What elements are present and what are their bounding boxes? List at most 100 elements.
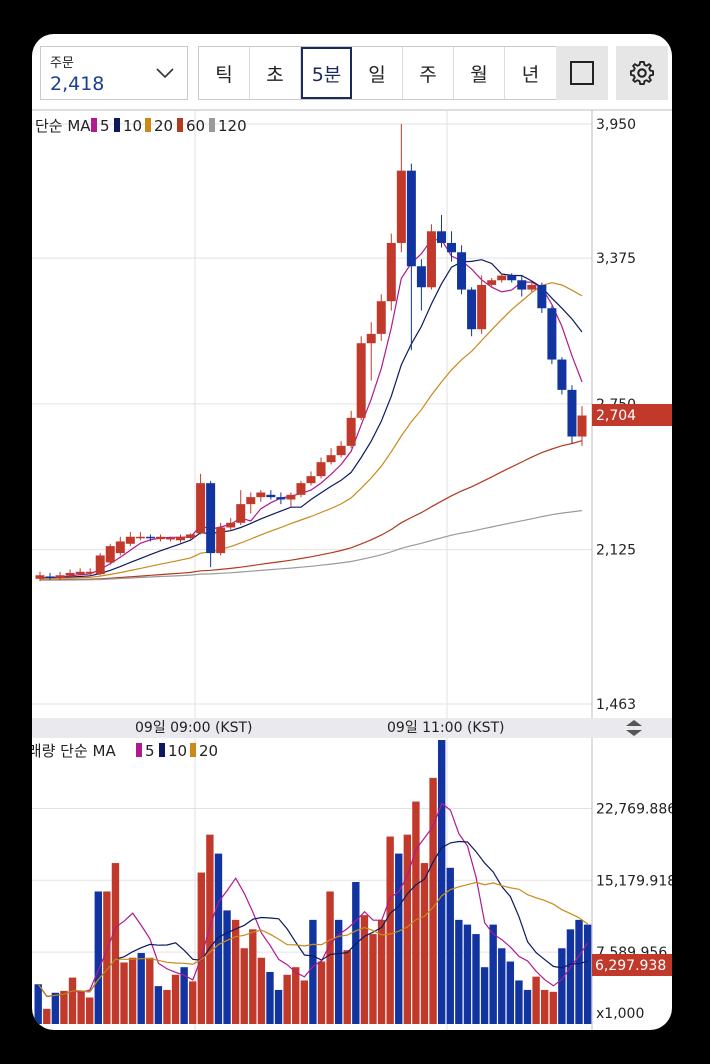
volume-tick-label: 22,769.886 [596, 801, 672, 817]
volume-bar [34, 984, 42, 1024]
vol-ma10-swatch [159, 743, 165, 757]
volume-bar [51, 992, 60, 1024]
tab-year[interactable]: 년 [521, 63, 540, 86]
candle-body [447, 242, 457, 253]
volume-bar [274, 989, 283, 1024]
candle-body [577, 415, 587, 437]
candle-body [406, 170, 416, 267]
square-button[interactable] [556, 46, 608, 100]
candle-body [135, 536, 145, 539]
volume-bar [412, 801, 420, 1024]
resize-handle-icon[interactable] [626, 720, 642, 736]
candle-body [557, 359, 567, 390]
volume-bar [128, 957, 137, 1024]
candle-body [115, 541, 125, 554]
candle-body [145, 536, 155, 539]
candle-body [517, 280, 527, 290]
tab-second[interactable]: 초 [250, 47, 301, 99]
volume-bar [463, 924, 472, 1024]
candle-body [487, 280, 497, 285]
volume-bar [171, 974, 180, 1024]
square-icon [570, 61, 594, 85]
volume-bar [249, 929, 257, 1024]
volume-bar [540, 989, 549, 1024]
price-ma10-line [39, 259, 583, 579]
candle-body [426, 231, 436, 288]
candle-body [35, 575, 45, 579]
volume-bar [154, 986, 163, 1024]
candle-body [477, 284, 487, 330]
volume-bar [223, 910, 231, 1024]
tab-tick[interactable]: 틱 [199, 47, 250, 99]
volume-bar [343, 950, 351, 1024]
volume-moving-averages [37, 802, 589, 998]
candle-body [416, 266, 426, 288]
candlesticks [35, 124, 587, 582]
current-volume-tag: 6,297.938 [592, 954, 672, 976]
candle-body [386, 242, 396, 302]
candle-body [85, 571, 95, 574]
price-tick-label: 3,375 [596, 251, 636, 267]
candle-body [316, 462, 326, 477]
vol-ma5-swatch [136, 743, 142, 757]
volume-bar [437, 740, 446, 1024]
volume-bar [77, 991, 85, 1024]
vol-ma5-label: 5 [145, 742, 155, 760]
volume-bar [240, 948, 248, 1024]
candle-body [336, 445, 346, 456]
ma10-label: 10 [123, 117, 142, 135]
ma60-label: 60 [186, 117, 205, 135]
current-price-label: 2,704 [596, 408, 636, 424]
candle-body [216, 527, 226, 554]
candle-body [457, 252, 467, 290]
volume-bar [506, 961, 515, 1024]
price-ma5-line [39, 239, 583, 579]
volume-bar [395, 853, 403, 1024]
volume-bar [403, 834, 412, 1024]
candle-body [196, 483, 206, 534]
volume-bar [334, 919, 343, 1024]
candle-body [537, 284, 547, 309]
volume-ma20-line [37, 881, 589, 998]
candle-body [206, 483, 216, 554]
time-label-0900: 09일 09:00 (KST) [135, 720, 252, 736]
volume-bar [189, 981, 197, 1024]
volume-legend: 거래량 단순 MA 5 10 20 [32, 742, 218, 760]
candle-body [155, 536, 165, 540]
tab-day[interactable]: 일 [352, 47, 403, 99]
candle-body [236, 504, 246, 523]
candle-body [45, 576, 55, 578]
tab-5min[interactable]: 5분 [301, 47, 352, 99]
candle-body [246, 497, 256, 505]
candle-body [507, 275, 517, 281]
ma5-label: 5 [100, 117, 110, 135]
order-value: 2,418 [50, 73, 105, 95]
volume-bar [352, 882, 360, 1024]
candle-body [256, 492, 266, 498]
candle-body [296, 483, 306, 495]
volume-bar [446, 867, 454, 1024]
candle-body [276, 497, 286, 500]
ma120-swatch [209, 118, 215, 132]
price-ma20-line [39, 282, 583, 580]
price-legend-title: 단순 MA [35, 117, 91, 135]
volume-bar [472, 934, 480, 1024]
volume-bar [163, 989, 171, 1024]
candle-body [95, 555, 105, 575]
candle-body [165, 537, 175, 540]
order-selector[interactable]: 주문 2,418 [40, 46, 188, 100]
volume-bar [326, 891, 334, 1024]
tab-month[interactable]: 월 [454, 47, 505, 99]
ma120-label: 120 [218, 117, 247, 135]
volume-bar [532, 976, 540, 1024]
volume-bar [94, 891, 102, 1024]
price-ma60-line [39, 440, 583, 581]
tab-week[interactable]: 주 [403, 47, 454, 99]
ma20-swatch [145, 118, 151, 132]
volume-bar [360, 915, 369, 1024]
volume-bar [300, 980, 309, 1024]
volume-bar [386, 836, 394, 1024]
vol-ma20-swatch [190, 743, 196, 757]
settings-button[interactable] [616, 46, 668, 100]
price-tick-label: 3,950 [596, 117, 636, 133]
